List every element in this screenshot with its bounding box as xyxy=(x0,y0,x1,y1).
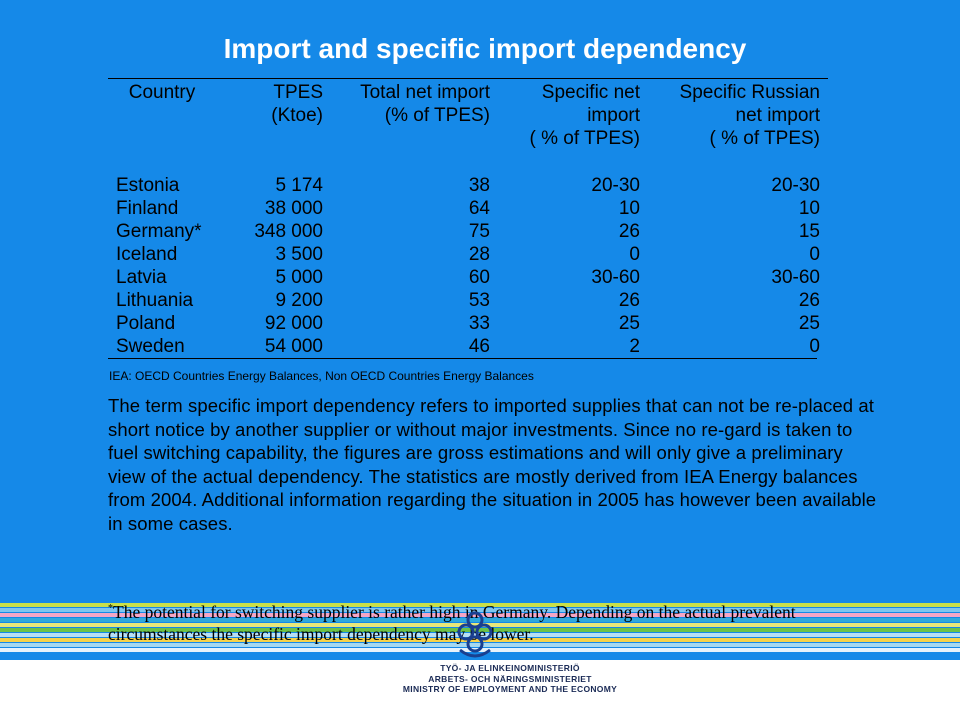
footer: TYÖ- JA ELINKEINOMINISTERIÖ ARBETS- OCH … xyxy=(0,611,960,720)
table-cell: Poland xyxy=(116,313,176,334)
table-row: Estonia 5 174 38 20-30 20-30 xyxy=(108,174,820,197)
stripe xyxy=(0,643,960,647)
table-bottom-rule xyxy=(108,358,817,359)
table-cell: 64 xyxy=(468,198,490,219)
table-cell: 75 xyxy=(468,221,490,242)
column-header: Specific net import( % of TPES) xyxy=(490,79,640,150)
table-cell: 20-30 xyxy=(771,175,820,196)
column-header-line: net import xyxy=(735,105,820,126)
table-cell: 53 xyxy=(468,290,490,311)
table-top-rule xyxy=(108,78,828,79)
column-header-line: Specific Russian xyxy=(679,82,820,103)
column-header-line: ( % of TPES) xyxy=(529,128,640,149)
column-header: Country xyxy=(108,79,216,150)
table-cell: 25 xyxy=(798,313,820,334)
stripe xyxy=(0,608,960,612)
table-cell: 54 000 xyxy=(264,336,323,357)
column-header: TPES (Ktoe) xyxy=(216,79,323,150)
table-cell: 20-30 xyxy=(591,175,640,196)
table-cell: Estonia xyxy=(116,175,180,196)
table-row: Sweden 54 000 46 2 0 xyxy=(108,335,820,358)
table-cell: Sweden xyxy=(116,336,185,357)
column-header-line: (Ktoe) xyxy=(271,105,323,126)
table-cell: 0 xyxy=(629,244,640,265)
column-header-line: Country xyxy=(128,82,196,103)
table-cell: 46 xyxy=(468,336,490,357)
table-cell: 348 000 xyxy=(254,221,323,242)
table-cell: 92 000 xyxy=(264,313,323,334)
definition-paragraph: The term specific import dependency refe… xyxy=(108,395,877,534)
ministry-name-en: MINISTRY OF EMPLOYMENT AND THE ECONOMY xyxy=(402,684,618,694)
column-header: Specific Russian net import( % of TPES) xyxy=(640,79,820,150)
table-row: Latvia 5 000 60 30-60 30-60 xyxy=(108,266,820,289)
table-row: Lithuania 9 200 53 26 26 xyxy=(108,289,820,312)
table-cell: 60 xyxy=(468,267,490,288)
ministry-name-fi: TYÖ- JA ELINKEINOMINISTERIÖ xyxy=(440,663,580,673)
column-header-line: Total net import xyxy=(360,82,490,103)
table-cell: 2 xyxy=(629,336,640,357)
table-cell: 30-60 xyxy=(771,267,820,288)
table-cell: Germany* xyxy=(116,221,202,242)
table-row: Germany* 348 000 75 26 15 xyxy=(108,220,820,243)
stripe xyxy=(0,628,960,632)
table-cell: 9 200 xyxy=(275,290,323,311)
table-cell: 15 xyxy=(798,221,820,242)
table-cell: 5 000 xyxy=(275,267,323,288)
table-cell: 26 xyxy=(618,221,640,242)
table-spacer-row xyxy=(108,150,820,174)
ministry-logo-icon xyxy=(457,611,493,658)
table-cell: 26 xyxy=(618,290,640,311)
table-cell: 0 xyxy=(809,244,820,265)
table-cell: 33 xyxy=(468,313,490,334)
footnote: *The potential for switching supplier is… xyxy=(108,598,868,645)
main-content: Country TPES (Ktoe) Total net import (% of T… xyxy=(108,78,876,536)
table-cell: 5 174 xyxy=(275,175,323,196)
column-header-line: ( % of TPES) xyxy=(709,128,820,149)
table-cell: Latvia xyxy=(116,267,167,288)
table-header-row: Country TPES (Ktoe) Total net import (% of T… xyxy=(108,79,820,150)
column-header: Total net import (% of TPES) xyxy=(323,79,490,150)
table-cell: 25 xyxy=(618,313,640,334)
ministry-name-sv: ARBETS- OCH NÄRINGSMINISTERIET xyxy=(428,673,592,684)
table-cell: 26 xyxy=(798,290,820,311)
table-cell: 38 xyxy=(468,175,490,196)
footnote-text: The potential for switching supplier is … xyxy=(108,601,796,644)
table-row: Iceland 3 500 28 0 0 xyxy=(108,243,820,266)
table-row: Poland 92 000 33 25 25 xyxy=(108,312,820,335)
footnote-marker: * xyxy=(108,603,113,614)
table-cell: 3 500 xyxy=(275,244,323,265)
table-cell: 28 xyxy=(468,244,490,265)
table-cell: 30-60 xyxy=(591,267,640,288)
table-cell: 10 xyxy=(618,198,640,219)
page-title: Import and specific import dependency xyxy=(223,33,747,64)
stripe xyxy=(0,603,960,607)
table-cell: Iceland xyxy=(116,244,178,265)
dependency-table: Country TPES (Ktoe) Total net import (% of T… xyxy=(108,79,820,358)
stripe xyxy=(0,633,960,637)
table-cell: 38 000 xyxy=(264,198,323,219)
column-header-line: Specific net xyxy=(541,82,640,103)
stripe xyxy=(0,618,960,622)
source-note: IEA: OECD Countries Energy Balances, Non… xyxy=(109,369,534,383)
table-row: Finland 38 000 64 10 10 xyxy=(108,197,820,220)
table-cell: 10 xyxy=(798,198,820,219)
table-cell: Lithuania xyxy=(116,290,194,311)
column-header-line: (% of TPES) xyxy=(384,105,490,126)
table-cell: 0 xyxy=(809,336,820,357)
ministry-name: TYÖ- JA ELINKEINOMINISTERIÖ ARBETS- OCH … xyxy=(360,663,660,695)
column-header-line: TPES xyxy=(273,82,323,103)
table-cell: Finland xyxy=(116,198,179,219)
column-header-line: import xyxy=(587,105,640,126)
